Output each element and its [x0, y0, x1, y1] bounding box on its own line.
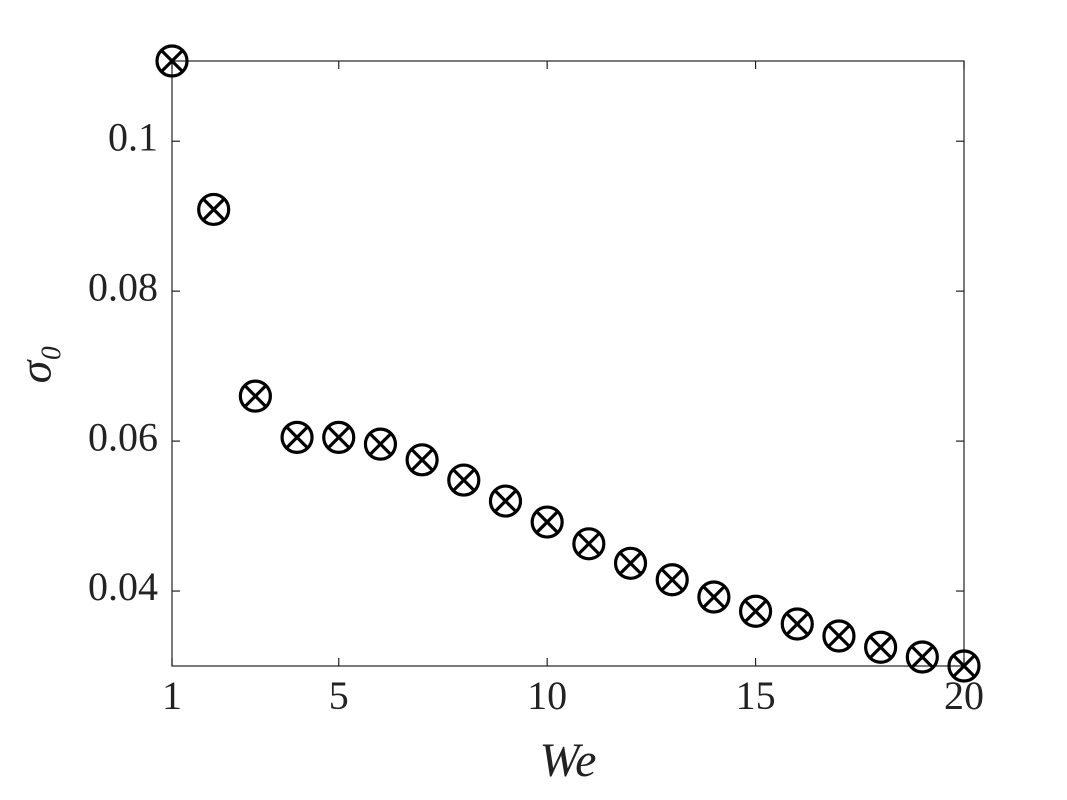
marker [488, 484, 523, 518]
marker [697, 580, 731, 614]
marker-circle [822, 619, 856, 653]
marker-circle [530, 505, 564, 539]
marker-circle [613, 546, 648, 580]
marker-circle [155, 44, 189, 78]
marker-circle [655, 563, 689, 597]
x-tick-label: 15 [736, 673, 776, 718]
x-tick-label: 10 [527, 673, 567, 718]
marker-cross [327, 425, 351, 449]
marker [155, 44, 189, 78]
marker-circle [488, 484, 523, 518]
x-tick-label: 1 [162, 673, 182, 718]
marker-cross [827, 624, 851, 648]
marker-circle [238, 379, 272, 413]
marker-cross [368, 432, 393, 456]
marker-circle [864, 630, 898, 664]
marker-circle [197, 192, 231, 227]
marker-cross [243, 384, 267, 408]
marker [197, 192, 231, 227]
marker-cross [952, 654, 976, 678]
marker [864, 630, 898, 664]
marker-cross [160, 49, 184, 73]
marker [655, 563, 689, 597]
marker-cross [910, 645, 934, 669]
marker-circle [405, 443, 439, 477]
marker [905, 640, 939, 674]
marker [822, 619, 856, 653]
y-tick-label: 0.08 [88, 264, 158, 309]
marker-circle [738, 594, 773, 628]
marker-cross [493, 489, 518, 513]
marker-circle [780, 607, 814, 641]
marker [322, 420, 356, 454]
marker-circle [447, 463, 481, 497]
x-axis-label: We [540, 734, 597, 787]
marker-circle [905, 640, 939, 674]
marker-cross [785, 612, 809, 636]
marker-circle [697, 580, 731, 614]
marker [447, 463, 481, 497]
marker-cross [285, 425, 309, 449]
marker-cross [702, 585, 726, 609]
marker-cross [202, 197, 226, 222]
axes-frame [171, 60, 965, 667]
marker-cross [577, 532, 601, 556]
marker [738, 594, 773, 628]
marker-circle [947, 649, 981, 683]
marker-circle [572, 527, 606, 561]
marker [613, 546, 648, 580]
marker-cross [743, 599, 768, 623]
marker-cross [452, 468, 476, 492]
marker-cross [618, 551, 643, 575]
marker-cross [410, 448, 434, 472]
y-tick-label: 0.04 [88, 564, 158, 609]
y-axis-label: σ₀ [10, 345, 61, 384]
marker [780, 607, 814, 641]
marker [947, 649, 981, 683]
marker-circle [363, 427, 398, 461]
marker [238, 379, 272, 413]
marker [530, 505, 564, 539]
marker-circle [280, 420, 314, 454]
marker-cross [535, 510, 559, 534]
marker-cross [869, 635, 893, 659]
y-tick-label: 0.1 [108, 114, 158, 159]
x-tick-label: 5 [329, 673, 349, 718]
marker [363, 427, 398, 461]
marker-cross [660, 568, 684, 592]
marker [405, 443, 439, 477]
y-tick-label: 0.06 [88, 414, 158, 459]
marker [280, 420, 314, 454]
marker [572, 527, 606, 561]
marker-circle [322, 420, 356, 454]
